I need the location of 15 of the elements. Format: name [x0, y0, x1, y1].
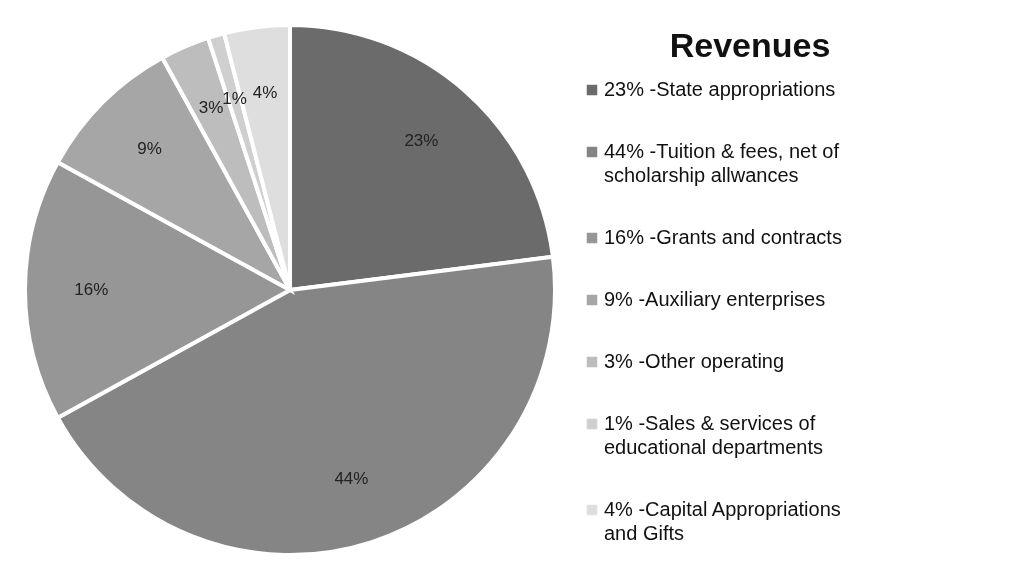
legend-label: 44% -Tuition & fees, net of scholarship allwances [604, 140, 840, 186]
legend-label: 3% -Other operating [604, 350, 785, 372]
data-label: 4% [252, 82, 278, 102]
legend-label: 9% -Auxiliary enterprises [604, 288, 826, 310]
data-label: 16% [74, 280, 109, 299]
data-label: 1% [222, 89, 247, 109]
legend-label: 1% -Sales & services of educational departments [604, 412, 824, 458]
legend-label: 16% -Grants and contracts [604, 226, 842, 248]
data-label: 3% [198, 97, 224, 117]
data-label: 23% [404, 130, 439, 150]
legend-label: 23% -State appropriations [604, 78, 836, 100]
data-label: 9% [137, 139, 162, 159]
legend-label: 4% -Capital Appropriations and Gifts [604, 498, 841, 544]
chart-title: Revenues [669, 26, 831, 64]
data-label: 44% [334, 469, 369, 489]
